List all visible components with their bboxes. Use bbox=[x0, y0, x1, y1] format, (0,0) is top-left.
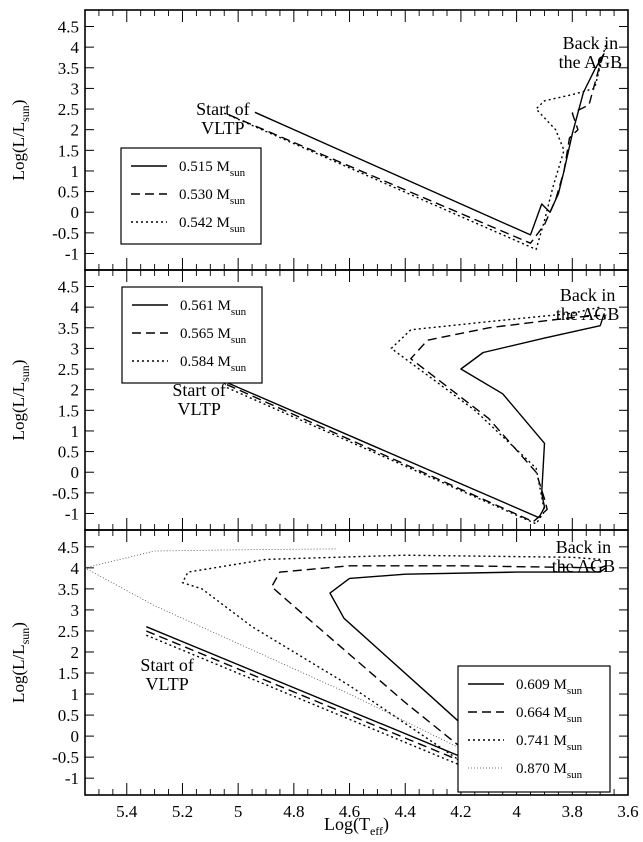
y-axis-label: Log(L/Lsun) bbox=[9, 360, 32, 441]
x-tick-label: 3.6 bbox=[617, 802, 638, 821]
legend-label: 0.584 Msun bbox=[180, 354, 247, 374]
legend-label: 0.609 Msun bbox=[516, 677, 583, 697]
series-0.565-line bbox=[226, 314, 601, 523]
y-tick-label: 2 bbox=[71, 643, 80, 662]
y-tick-label: 0 bbox=[71, 727, 80, 746]
x-tick-label: 4.6 bbox=[339, 802, 360, 821]
y-tick-label: 1.5 bbox=[58, 664, 79, 683]
y-tick-label: 3 bbox=[71, 601, 80, 620]
y-tick-label: 4 bbox=[71, 298, 80, 317]
annotation-text: Start of VLTP bbox=[196, 99, 250, 138]
series-0.561-line bbox=[223, 313, 605, 519]
x-tick-label: 4 bbox=[512, 802, 521, 821]
legend: 0.561 Msun 0.565 Msun 0.584 Msun bbox=[121, 286, 263, 384]
legend: 0.515 Msun 0.530 Msun 0.542 Msun bbox=[120, 147, 262, 245]
x-tick-label: 4.2 bbox=[450, 802, 471, 821]
x-tick-label: 5.4 bbox=[116, 802, 138, 821]
y-tick-label: 0 bbox=[71, 463, 80, 482]
y-tick-label: 4.5 bbox=[58, 278, 79, 297]
y-tick-label: 0.5 bbox=[58, 183, 79, 202]
y-tick-label: 3.5 bbox=[58, 59, 79, 78]
panel-top: -1-0.5 00.5 1 1.52 2.5 33.5 44.5 Log(L/Lsun) Sta… bbox=[9, 9, 629, 271]
x-tick-label: 5.2 bbox=[172, 802, 193, 821]
y-axis-label: Log(L/Lsun) bbox=[9, 622, 32, 703]
y-tick-label: -0.5 bbox=[52, 748, 79, 767]
annotation-text: Back in the AGB bbox=[559, 33, 623, 72]
y-tick-label: 2 bbox=[71, 121, 80, 140]
y-tick-label: 0.5 bbox=[58, 706, 79, 725]
y-tick-label: 2.5 bbox=[58, 100, 79, 119]
legend-label: 0.515 Msun bbox=[179, 159, 246, 179]
legend: 0.609 Msun 0.664 Msun 0.741 Msun 0.870 Msun bbox=[457, 665, 611, 793]
y-tick-label: 4 bbox=[71, 559, 80, 578]
legend-label: 0.561 Msun bbox=[180, 298, 247, 318]
legend-label: 0.664 Msun bbox=[516, 705, 583, 725]
annotation-text: Back in the AGB bbox=[556, 285, 620, 324]
panel-middle: -1-0.5 00.5 1 1.52 2.5 33.5 44.5 Log(L/Lsun) Sta… bbox=[9, 269, 629, 531]
x-tick-label: 3.8 bbox=[562, 802, 583, 821]
y-tick-label: -1 bbox=[65, 504, 79, 523]
y-tick-label: 1.5 bbox=[58, 141, 79, 160]
y-tick-label: 4.5 bbox=[58, 18, 79, 37]
legend-label: 0.741 Msun bbox=[516, 733, 583, 753]
series-0.584-line bbox=[226, 306, 601, 525]
x-tick-label: 4.8 bbox=[283, 802, 304, 821]
annotation-text: Start of VLTP bbox=[140, 655, 194, 694]
x-tick-label: 5 bbox=[234, 802, 243, 821]
y-tick-label: 1 bbox=[71, 162, 80, 181]
plot-frame bbox=[84, 529, 629, 796]
legend-label: 0.870 Msun bbox=[516, 761, 583, 781]
annotation-text: Back in the AGB bbox=[552, 537, 616, 576]
legend-label: 0.565 Msun bbox=[180, 326, 247, 346]
y-tick-label: 3.5 bbox=[58, 319, 79, 338]
legend-label: 0.530 Msun bbox=[179, 187, 246, 207]
series-0.741-line bbox=[146, 554, 601, 792]
x-axis-label: Log(Teff) bbox=[324, 814, 389, 838]
y-tick-label: 2.5 bbox=[58, 360, 79, 379]
y-axis-label: Log(L/Lsun) bbox=[9, 100, 32, 181]
y-tick-label: 0 bbox=[71, 203, 80, 222]
y-tick-label: 2 bbox=[71, 381, 80, 400]
y-tick-label: 2.5 bbox=[58, 622, 79, 641]
legend-box bbox=[457, 665, 611, 793]
y-tick-label: 3 bbox=[71, 79, 80, 98]
legend-label: 0.542 Msun bbox=[179, 215, 246, 235]
annotation-text: Start of VLTP bbox=[172, 380, 226, 419]
y-tick-label: 0.5 bbox=[58, 443, 79, 462]
legend-box bbox=[121, 286, 263, 384]
y-tick-label: 4 bbox=[71, 38, 80, 57]
series-0.542-line bbox=[223, 44, 607, 251]
y-tick-label: 4.5 bbox=[58, 538, 79, 557]
y-tick-label: -0.5 bbox=[52, 224, 79, 243]
legend-box bbox=[120, 147, 262, 245]
y-tick-label: 3.5 bbox=[58, 580, 79, 599]
y-tick-label: 1 bbox=[71, 685, 80, 704]
y-tick-label: -1 bbox=[65, 244, 79, 263]
y-tick-label: -1 bbox=[65, 769, 79, 788]
y-tick-label: 1.5 bbox=[58, 401, 79, 420]
y-tick-label: 1 bbox=[71, 422, 80, 441]
y-tick-label: -0.5 bbox=[52, 484, 79, 503]
x-tick-label: 4.4 bbox=[395, 802, 417, 821]
panel-bottom: -1 -0.5 0 0.5 1 1.5 2 2.5 3 3.5 4 4.5 5.4 5.2 5 4.8 4.6 4… bbox=[9, 529, 639, 821]
y-tick-label: 3 bbox=[71, 339, 80, 358]
series-0.530-line bbox=[229, 48, 607, 244]
